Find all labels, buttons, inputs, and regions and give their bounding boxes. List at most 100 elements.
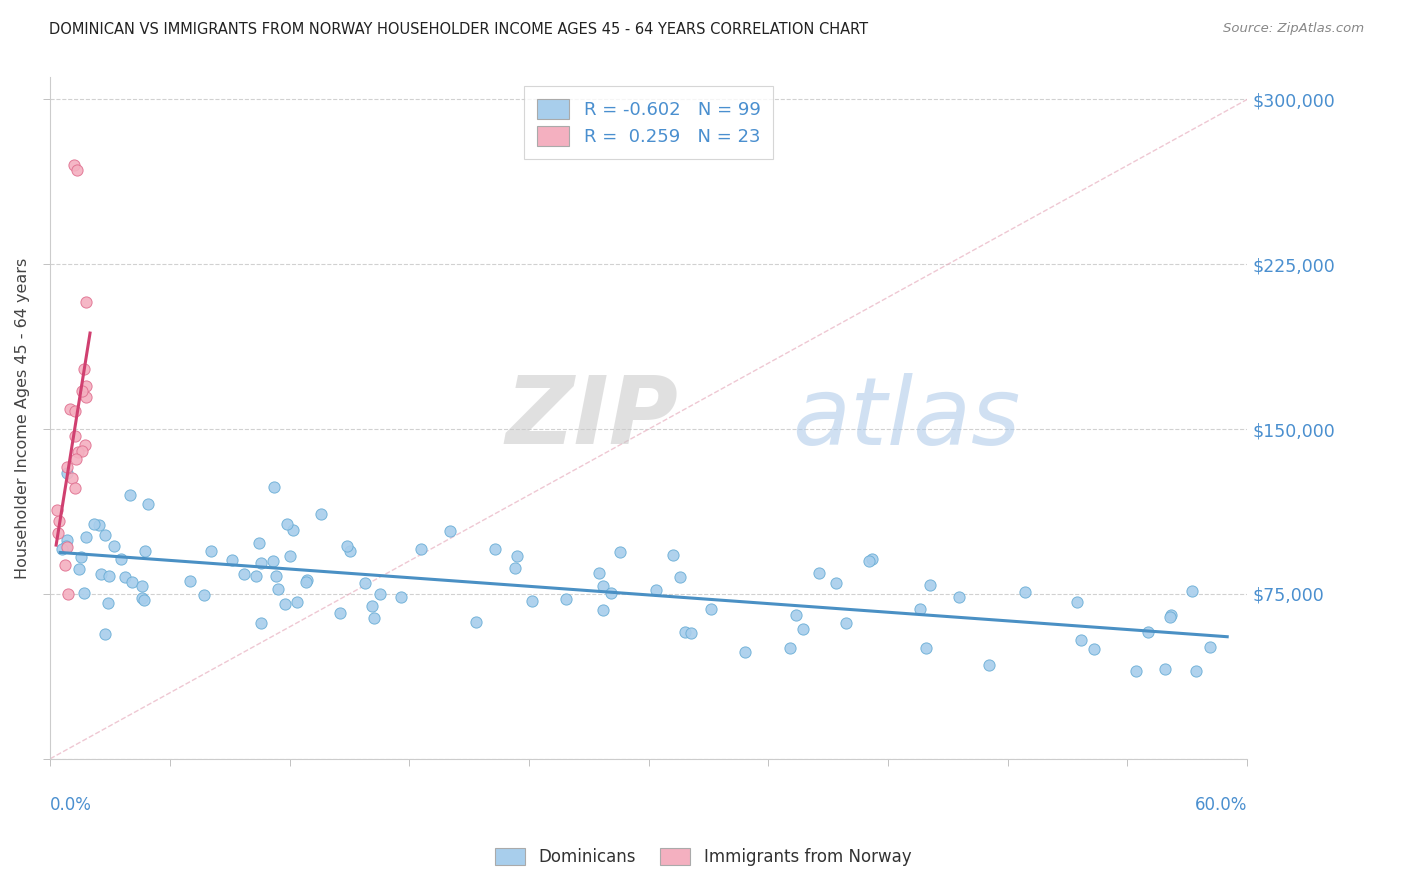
Point — [114, 570, 136, 584]
Point — [295, 574, 318, 589]
Point — [73, 585, 96, 599]
Point — [368, 587, 391, 601]
Point — [835, 615, 858, 630]
Point — [247, 535, 270, 549]
Point — [503, 560, 526, 574]
Point — [860, 551, 883, 566]
Point — [484, 541, 506, 556]
Point — [1184, 664, 1206, 678]
Point — [89, 518, 111, 533]
Point — [134, 543, 156, 558]
Point — [661, 548, 683, 562]
Point — [250, 556, 273, 570]
Point — [51, 541, 73, 556]
Point — [179, 574, 201, 589]
Point — [56, 466, 79, 480]
Point — [56, 460, 79, 475]
Point — [53, 558, 76, 572]
Point — [249, 615, 271, 630]
Point — [329, 606, 352, 620]
Point — [63, 403, 86, 417]
Point — [1014, 585, 1036, 599]
Point — [46, 526, 69, 541]
Point — [110, 552, 132, 566]
Point — [221, 553, 243, 567]
Point — [1181, 583, 1204, 598]
Point — [281, 523, 304, 537]
Point — [309, 508, 332, 522]
Y-axis label: Householder Income Ages 45 - 64 years: Householder Income Ages 45 - 64 years — [15, 258, 30, 579]
Point — [977, 657, 1000, 672]
Point — [779, 640, 801, 655]
Point — [824, 576, 846, 591]
Point — [67, 562, 90, 576]
Point — [263, 554, 285, 568]
Point — [339, 544, 361, 558]
Point — [520, 594, 543, 608]
Point — [121, 575, 143, 590]
Point — [131, 591, 153, 606]
Point — [55, 540, 77, 554]
Point — [285, 595, 308, 609]
Point — [669, 570, 692, 584]
Point — [94, 528, 117, 542]
Point — [1159, 609, 1181, 624]
Point — [263, 480, 285, 494]
Point — [131, 579, 153, 593]
Point — [910, 602, 932, 616]
Point — [1137, 624, 1160, 639]
Point — [55, 539, 77, 553]
Point — [914, 641, 936, 656]
Text: ZIP: ZIP — [505, 372, 678, 464]
Point — [278, 549, 301, 564]
Point — [46, 503, 69, 517]
Point — [592, 579, 614, 593]
Point — [60, 470, 83, 484]
Point — [76, 378, 98, 392]
Point — [97, 596, 120, 610]
Point — [59, 402, 82, 417]
Point — [609, 544, 631, 558]
Point — [920, 577, 942, 591]
Point — [232, 566, 254, 581]
Point — [266, 582, 288, 597]
Point — [858, 554, 880, 568]
Point — [600, 586, 623, 600]
Point — [94, 626, 117, 640]
Point — [1125, 664, 1147, 678]
Point — [792, 622, 814, 636]
Point — [103, 539, 125, 553]
Point — [274, 597, 297, 611]
Text: atlas: atlas — [793, 373, 1021, 464]
Point — [67, 444, 90, 458]
Text: 0.0%: 0.0% — [51, 797, 91, 814]
Text: DOMINICAN VS IMMIGRANTS FROM NORWAY HOUSEHOLDER INCOME AGES 45 - 64 YEARS CORREL: DOMINICAN VS IMMIGRANTS FROM NORWAY HOUS… — [49, 22, 869, 37]
Text: 60.0%: 60.0% — [1195, 797, 1247, 814]
Point — [75, 391, 97, 405]
Point — [55, 533, 77, 548]
Point — [948, 591, 970, 605]
Point — [354, 575, 377, 590]
Point — [98, 569, 121, 583]
Point — [245, 568, 267, 582]
Point — [1066, 595, 1088, 609]
Point — [73, 438, 96, 452]
Point — [592, 602, 614, 616]
Point — [336, 539, 359, 553]
Point — [1160, 607, 1182, 622]
Legend: R = -0.602   N = 99, R =  0.259   N = 23: R = -0.602 N = 99, R = 0.259 N = 23 — [524, 87, 773, 159]
Point — [464, 615, 486, 630]
Point — [73, 362, 96, 376]
Point — [66, 162, 89, 177]
Point — [1083, 642, 1105, 657]
Point — [75, 530, 97, 544]
Point — [681, 625, 703, 640]
Point — [120, 488, 142, 502]
Point — [83, 516, 105, 531]
Point — [439, 524, 461, 538]
Point — [673, 625, 696, 640]
Point — [295, 573, 318, 587]
Point — [62, 158, 84, 172]
Point — [75, 295, 97, 310]
Point — [411, 541, 433, 556]
